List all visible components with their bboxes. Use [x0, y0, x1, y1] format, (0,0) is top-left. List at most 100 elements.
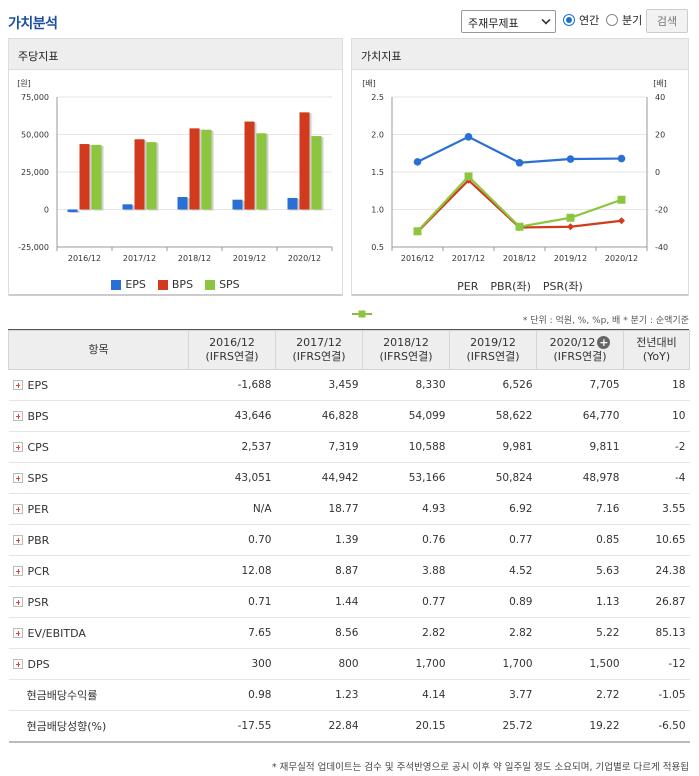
- row-label[interactable]: PCR: [8, 555, 189, 587]
- unit-note: * 단위 : 억원, %, %p, 배 * 분기 : 순액기준: [522, 316, 689, 326]
- legend-item-eps[interactable]: EPS: [111, 278, 146, 291]
- table-cell: 0.70: [188, 524, 276, 556]
- row-label[interactable]: EPS: [8, 369, 189, 401]
- row-label-text: PBR: [27, 533, 50, 547]
- table-cell: 1.13: [536, 586, 624, 618]
- table-cell: 24.38: [623, 555, 690, 587]
- row-label[interactable]: BPS: [8, 400, 189, 432]
- expand-row-icon[interactable]: [12, 379, 23, 390]
- table-cell: 0.77: [449, 524, 537, 556]
- table-cell: 1,700: [449, 648, 537, 680]
- column-header-sub: (IFRS연결): [379, 350, 433, 363]
- row-label[interactable]: DPS: [8, 648, 189, 680]
- column-header-label: 2017/12: [296, 336, 342, 349]
- expand-row-icon[interactable]: [12, 565, 23, 576]
- column-header-sub: (IFRS연결): [292, 350, 346, 363]
- column-header-label: 전년대비: [636, 336, 677, 349]
- expand-row-icon[interactable]: [12, 472, 23, 483]
- table-row: 현금배당수익률 0.98 1.23 4.14 3.77 2.72 -1.05: [8, 679, 690, 711]
- row-label[interactable]: SPS: [8, 462, 189, 494]
- expand-row-icon[interactable]: [12, 658, 23, 669]
- legend-label: PSR(좌): [542, 280, 583, 293]
- table-row: SPS 43,051 44,942 53,166 50,824 48,978 -4: [8, 462, 690, 494]
- legend-item-psr[interactable]: PSR(좌): [352, 278, 583, 318]
- x-tick-label: 2016/12: [401, 254, 434, 263]
- table-cell: 8,330: [362, 369, 450, 401]
- point-psr: [515, 222, 524, 231]
- row-label[interactable]: CPS: [8, 431, 189, 463]
- valuation-panel: 가치지표 [배] [배] 2.5 2.0 1.5 1.0 0.5 40 20 0 -20 -40 201…: [351, 38, 689, 318]
- expand-row-icon[interactable]: [12, 534, 23, 545]
- bar-eps-2017-12: [122, 204, 133, 210]
- expand-columns-icon[interactable]: +: [597, 336, 611, 349]
- row-label-text: EV/EBITDA: [27, 626, 86, 640]
- table-cell: 7.16: [536, 493, 624, 525]
- table-cell: 50,824: [449, 462, 537, 494]
- point-per: [413, 158, 422, 166]
- legend-item-bps[interactable]: BPS: [157, 278, 194, 291]
- per-share-bar-chart: [원] 75,000 50,000 25,000 0 -25,000 2016/12 2017…: [17, 79, 333, 263]
- table-cell: 300: [188, 648, 276, 680]
- y-tick-label-left: 1.5: [371, 168, 384, 177]
- y-tick-label-left: 1.0: [371, 206, 384, 215]
- expand-row-icon[interactable]: [12, 596, 23, 607]
- table-row: PSR 0.71 1.44 0.77 0.89 1.13 26.87: [8, 586, 690, 618]
- y-tick-label-right: -40: [655, 243, 668, 252]
- y-tick-label: 50,000: [21, 131, 49, 140]
- row-label: 현금배당수익률: [8, 679, 189, 711]
- table-cell: 44,942: [275, 462, 363, 494]
- legend-label: SPS: [219, 278, 240, 291]
- x-tick-label: 2020/12: [288, 254, 321, 263]
- bar-eps-2020-12: [287, 197, 298, 210]
- legend-item-pbr[interactable]: PBR(좌): [352, 278, 531, 318]
- row-label-text: DPS: [27, 657, 50, 671]
- table-cell: 19.22: [536, 710, 624, 743]
- legend-item-per[interactable]: PER: [352, 278, 478, 318]
- row-label-text: PER: [27, 502, 49, 516]
- legend-swatch: [205, 279, 216, 290]
- row-label-text: BPS: [27, 409, 49, 423]
- point-psr: [464, 172, 473, 181]
- y-tick-label: 25,000: [21, 168, 49, 177]
- bar-eps-2018-12: [177, 197, 188, 210]
- table-row: PER N/A 18.77 4.93 6.92 7.16 3.55: [8, 493, 690, 525]
- row-label[interactable]: PSR: [8, 586, 189, 618]
- y-axis-unit-right: [배]: [653, 79, 667, 88]
- row-label[interactable]: EV/EBITDA: [8, 617, 189, 649]
- statement-type-select[interactable]: 주재무제표: [461, 10, 556, 33]
- radio-annual[interactable]: 연간: [563, 12, 599, 28]
- table-cell: 25.72: [449, 710, 537, 743]
- radio-unchecked-icon: [606, 14, 618, 26]
- table-cell: 8.56: [275, 617, 363, 649]
- column-header-sub: (IFRS연결): [205, 350, 259, 363]
- expand-row-icon[interactable]: [12, 627, 23, 638]
- table-cell: 53,166: [362, 462, 450, 494]
- row-label-text: PCR: [27, 564, 50, 578]
- row-label[interactable]: PER: [8, 493, 189, 525]
- table-cell: 10,588: [362, 431, 450, 463]
- table-cell: 46,828: [275, 400, 363, 432]
- radio-quarter[interactable]: 분기: [606, 12, 642, 28]
- legend-item-sps[interactable]: SPS: [205, 278, 240, 291]
- table-cell: 3.55: [623, 493, 690, 525]
- column-header-sub: (IFRS연결): [553, 350, 607, 363]
- search-button[interactable]: 검색: [646, 9, 688, 33]
- expand-row-icon[interactable]: [12, 503, 23, 514]
- row-label[interactable]: PBR: [8, 524, 189, 556]
- table-cell: 10.65: [623, 524, 690, 556]
- table-cell: 43,051: [188, 462, 276, 494]
- column-header: 2017/12 (IFRS연결): [275, 330, 363, 370]
- table-cell: 85.13: [623, 617, 690, 649]
- footnote: * 재무실적 업데이트는 검수 및 주석반영으로 공시 이후 약 일주일 정도 …: [271, 762, 689, 773]
- expand-row-icon[interactable]: [12, 410, 23, 421]
- table-cell: 7,705: [536, 369, 624, 401]
- y-tick-label-left: 0.5: [371, 243, 384, 252]
- table-row: CPS 2,537 7,319 10,588 9,981 9,811 -2: [8, 431, 690, 463]
- x-tick-label: 2019/12: [233, 254, 266, 263]
- valuation-line-chart: [배] [배] 2.5 2.0 1.5 1.0 0.5 40 20 0 -20 -40 2016/12 2…: [362, 79, 668, 263]
- legend-label: BPS: [171, 278, 194, 291]
- expand-row-icon[interactable]: [12, 441, 23, 452]
- table-cell: 0.71: [188, 586, 276, 618]
- header-bar: 가치분석 주재무제표 연간 분기 검색: [0, 0, 699, 40]
- column-header-sub: (IFRS연결): [466, 350, 520, 363]
